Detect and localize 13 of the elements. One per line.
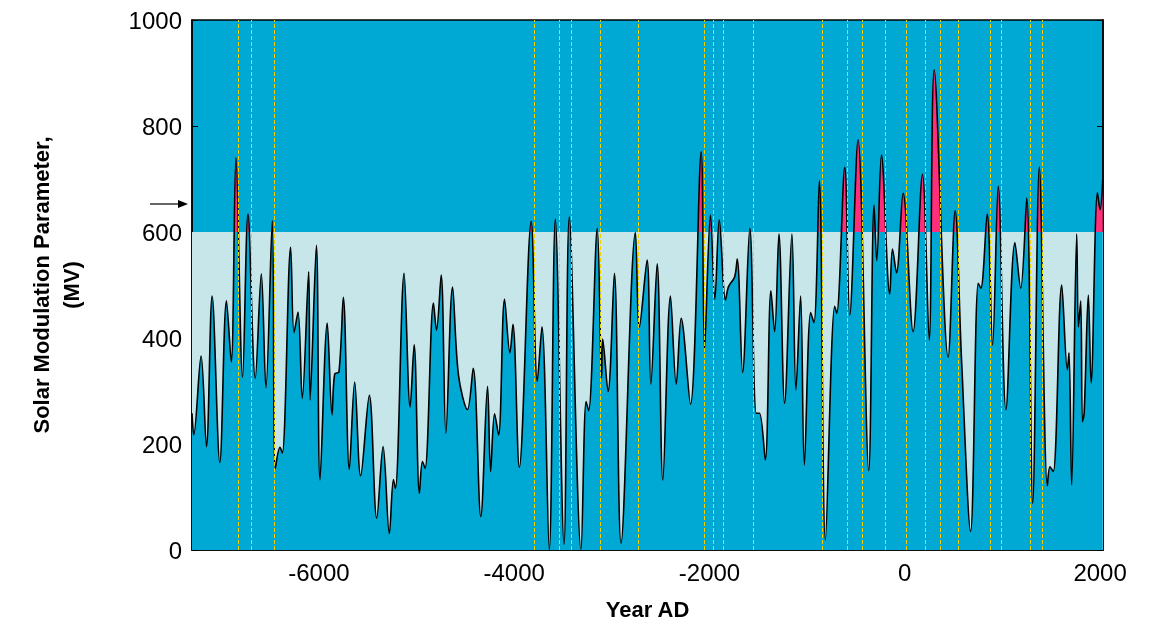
x-tick-label: -2000 [678,558,741,586]
y-tick-label: 200 [141,430,182,458]
y-tick-label: 400 [141,324,182,352]
y-tick-label: 1000 [128,6,182,34]
x-tick-label: -6000 [288,558,350,586]
y-axis-title: Solar Modulation Parameter, (MV) [28,136,84,434]
x-tick-label: 2000 [1073,558,1127,586]
x-tick-label: 0 [898,558,912,586]
x-axis-title: Year AD [605,596,690,622]
x-tick-label: -4000 [483,558,545,586]
y-tick-label: 800 [141,112,182,140]
y-tick-label: 600 [141,218,182,246]
y-tick-label: 0 [168,536,182,564]
